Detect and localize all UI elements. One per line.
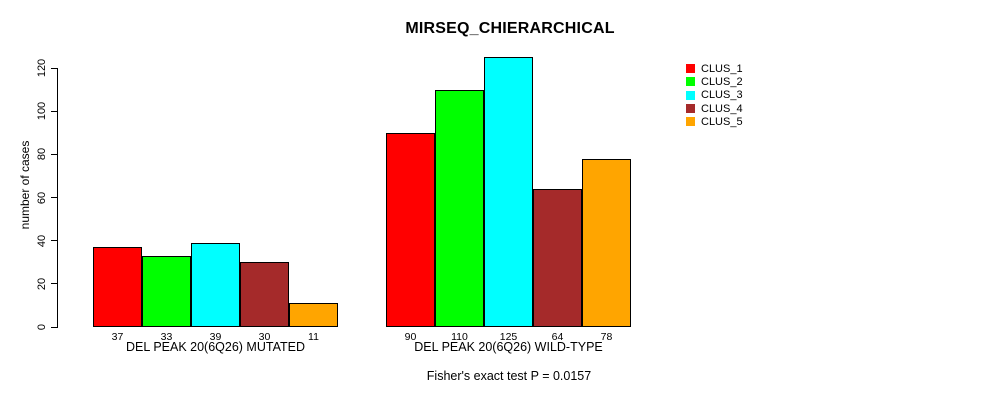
y-tick-label: 80: [36, 148, 48, 161]
y-tick: [51, 240, 58, 242]
legend-item: CLUS_5: [686, 115, 743, 128]
y-tick-label: 0: [36, 323, 48, 331]
bar-value-label: 64: [551, 331, 564, 343]
legend-item: CLUS_2: [686, 75, 743, 88]
bar: [240, 262, 289, 327]
bar-value-label: 39: [209, 331, 222, 343]
legend-swatch: [686, 64, 695, 74]
legend-swatch: [686, 117, 695, 127]
legend-label: CLUS_1: [701, 62, 743, 75]
y-axis-label: number of cases: [18, 140, 32, 230]
y-tick: [51, 197, 58, 198]
x-category-label: DEL PEAK 20(6Q26) WILD-TYPE: [414, 340, 603, 354]
y-tick: [51, 283, 58, 285]
bar: [386, 132, 435, 327]
y-tick: [51, 67, 58, 69]
legend-swatch: [686, 104, 695, 114]
y-tick-label: 20: [36, 277, 48, 290]
bar-value-label: 37: [111, 331, 124, 343]
bar-value-label: 78: [600, 331, 613, 343]
y-tick: [51, 326, 58, 328]
legend: CLUS_1 CLUS_2 CLUS_3 CLUS_4 CLUS_5: [686, 62, 743, 128]
y-tick-label: 40: [36, 234, 48, 247]
legend-label: CLUS_3: [701, 89, 743, 102]
bar: [93, 247, 142, 327]
bar: [435, 89, 484, 327]
bar: [533, 188, 582, 327]
y-tick: [51, 110, 58, 112]
bar-value-label: 30: [258, 331, 271, 343]
x-category-label: DEL PEAK 20(6Q26) MUTATED: [126, 340, 305, 354]
bar-value-label: 90: [404, 331, 417, 343]
legend-label: CLUS_2: [701, 75, 743, 88]
y-tick-label: 120: [36, 58, 48, 78]
annotation-text: Fisher's exact test P = 0.0157: [426, 369, 592, 383]
legend-item: CLUS_3: [686, 89, 743, 102]
y-tick-label: 60: [36, 191, 48, 204]
y-tick-label: 100: [36, 101, 48, 121]
y-tick: [51, 153, 58, 155]
bar-value-label: 33: [160, 331, 173, 343]
bar: [191, 242, 240, 327]
bar: [289, 303, 338, 327]
legend-label: CLUS_5: [701, 115, 743, 128]
legend-item: CLUS_4: [686, 102, 743, 115]
bar-value-label: 125: [499, 331, 518, 343]
bar: [484, 57, 533, 327]
bar-value-label: 110: [451, 331, 468, 343]
bar-value-label: 11: [308, 331, 319, 343]
legend-item: CLUS_1: [686, 62, 743, 75]
bar: [142, 255, 191, 327]
legend-label: CLUS_4: [701, 102, 743, 115]
chart-title: MIRSEQ_CHIERARCHICAL: [405, 20, 615, 37]
bar: [582, 158, 631, 327]
legend-swatch: [686, 90, 695, 100]
legend-swatch: [686, 77, 695, 87]
